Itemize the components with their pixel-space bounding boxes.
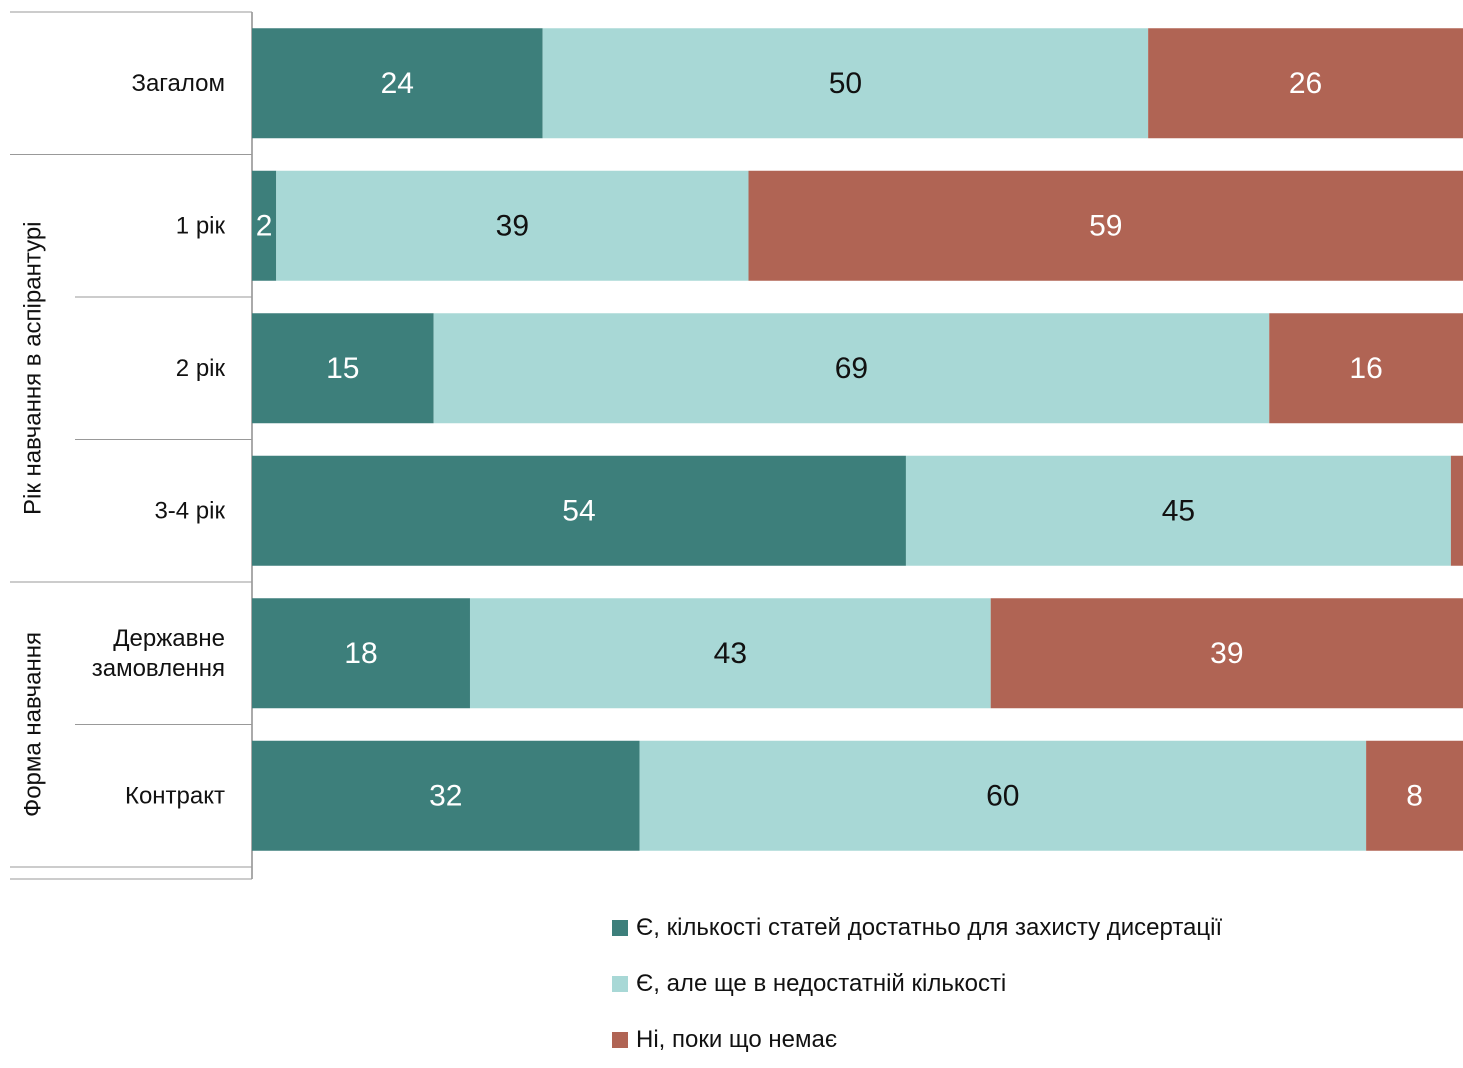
bar-segment <box>433 313 1270 424</box>
group-label: Рік навчання в аспірантурі <box>20 221 47 515</box>
bar-segment <box>252 598 470 709</box>
bar-segment <box>1148 28 1463 139</box>
bar-segment <box>748 170 1463 281</box>
data-label: 2 <box>256 209 273 242</box>
bar-segment <box>1269 313 1463 424</box>
bar-segment <box>1450 455 1463 566</box>
bar-segment <box>469 598 991 709</box>
legend-item-insufficient: Є, але ще в недостатній кількості <box>612 956 1222 1012</box>
legend-item-none: Ні, поки що немає <box>612 1012 1222 1068</box>
category-label: Державне <box>113 625 225 652</box>
data-label: 39 <box>1210 637 1243 670</box>
stacked-bar-chart: Рік навчання в аспірантурі Форма навчання… <box>10 11 1463 880</box>
category-label: 1 рік <box>176 212 226 239</box>
bar-segment <box>990 598 1463 709</box>
data-label: 16 <box>1349 352 1382 385</box>
data-label: 32 <box>429 779 462 812</box>
data-label: 54 <box>562 494 595 527</box>
data-label: 24 <box>381 67 414 100</box>
data-label: 50 <box>829 67 862 100</box>
bar-segment <box>252 28 543 139</box>
bar-segment <box>252 170 277 281</box>
data-label: 15 <box>326 352 359 385</box>
legend-swatch-insufficient <box>612 976 628 992</box>
legend-swatch-sufficient <box>612 920 628 936</box>
bar-segment <box>639 740 1367 851</box>
data-label: 18 <box>344 637 377 670</box>
data-label: 45 <box>1162 494 1195 527</box>
legend-label-none: Ні, поки що немає <box>636 1026 838 1053</box>
group-label: Форма навчання <box>20 632 47 817</box>
legend-label-sufficient: Є, кількості статей достатньо для захист… <box>636 914 1223 941</box>
data-label: 26 <box>1289 67 1322 100</box>
bar-segment <box>905 455 1451 566</box>
data-label: 69 <box>835 352 868 385</box>
data-label: 59 <box>1089 209 1122 242</box>
bar-segment <box>252 313 434 424</box>
data-label: 43 <box>714 637 747 670</box>
bar-segment <box>252 455 906 566</box>
legend-item-sufficient: Є, кількості статей достатньо для захист… <box>612 900 1222 956</box>
category-label: замовлення <box>92 655 225 682</box>
bar-segment <box>542 28 1149 139</box>
data-label: 39 <box>496 209 529 242</box>
legend-swatch-none <box>612 1032 628 1048</box>
data-label: 8 <box>1406 779 1423 812</box>
category-label: Загалом <box>131 70 225 97</box>
legend-label-insufficient: Є, але ще в недостатній кількості <box>636 970 1007 997</box>
category-label: 2 рік <box>176 355 226 382</box>
bar-segment <box>252 740 640 851</box>
legend: Є, кількості статей достатньо для захист… <box>612 900 1222 1068</box>
data-label: 60 <box>986 779 1019 812</box>
category-label: Контракт <box>125 782 225 809</box>
bar-segment <box>276 170 749 281</box>
category-label: 3-4 рік <box>154 497 225 524</box>
bar-segment <box>1366 740 1463 851</box>
